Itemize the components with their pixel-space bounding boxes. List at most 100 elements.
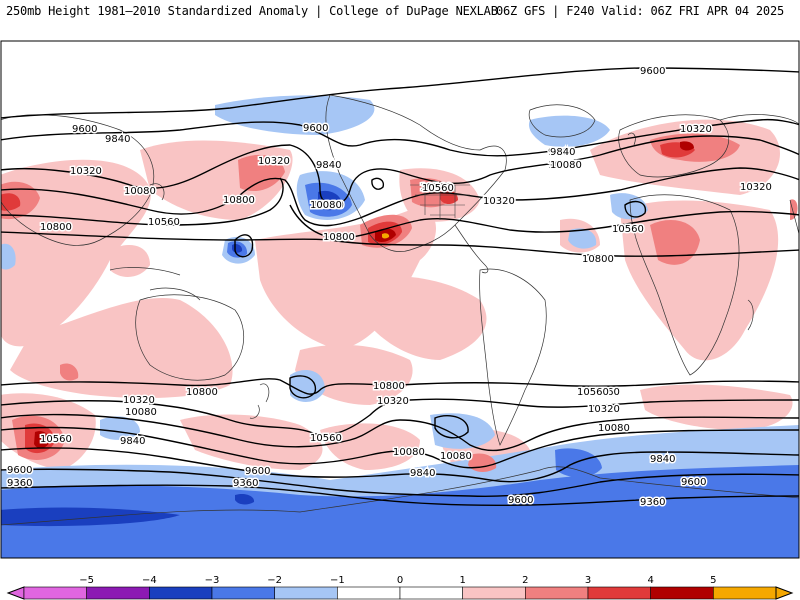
contour-label: 9840	[548, 147, 573, 158]
contour-label: 10080	[393, 447, 425, 458]
contour-9840-south	[1, 447, 799, 483]
contour-9600-north	[1, 67, 799, 119]
colorbar-segment	[713, 586, 777, 600]
negative-anomaly-2sd	[1, 182, 799, 558]
contour-9600-south	[1, 468, 799, 497]
colorbar-segment	[525, 586, 589, 600]
contour-label: 10800	[40, 222, 72, 233]
colorbar-segment	[337, 586, 401, 600]
contour-label: 10560	[148, 217, 180, 228]
contour-9360-south	[1, 484, 799, 507]
contour-label: 9600	[640, 66, 665, 77]
contour-label: 10320	[740, 182, 772, 193]
contour-label: 10320	[483, 196, 515, 207]
colorbar-tick-label: −1	[330, 575, 345, 586]
contour-label: 10080	[312, 200, 344, 211]
contour-label: 10800	[582, 254, 614, 265]
colorbar-segment	[149, 586, 213, 600]
contour-label: 10080	[550, 160, 582, 171]
contour-closed-low-south	[434, 414, 469, 439]
contour-label: 10080	[440, 451, 472, 462]
contour-label: 10320	[680, 124, 712, 135]
contour-9840-north	[1, 118, 799, 157]
contour-closed-low-pacific	[234, 234, 254, 258]
colorbar-segment	[650, 586, 714, 600]
contour-label: 10800	[223, 195, 255, 206]
colorbar-max-triangle	[775, 586, 794, 600]
coastlines	[1, 94, 799, 526]
colorbar-tick-label: 5	[710, 575, 716, 586]
contour-label: 10080	[598, 423, 630, 434]
contour-10560-south	[1, 398, 799, 436]
colorbar-tick-label: −4	[142, 575, 157, 586]
colorbar-tick-label: −2	[267, 575, 282, 586]
contour-label: 9600	[7, 465, 32, 476]
contour-10080-south	[1, 426, 799, 469]
colorbar: −5 −4 −3 −2 −1 0 1 2 3 4 5	[6, 575, 794, 600]
contour-label: 10560	[612, 224, 644, 235]
positive-anomaly-5sd	[382, 233, 390, 239]
contour-label: 10800	[373, 381, 405, 392]
contour-label: 9600	[681, 477, 706, 488]
contour-label: 9840	[316, 160, 341, 171]
contour-label: 9840	[120, 436, 145, 447]
contour-label: 9360	[233, 478, 258, 489]
contour-label: 10560	[422, 183, 454, 194]
contour-label: 9360	[7, 478, 32, 489]
contour-label: 10560	[40, 434, 72, 445]
height-contours	[1, 67, 799, 507]
contour-10320-south	[1, 413, 799, 452]
colorbar-segment	[274, 586, 338, 600]
chart-title: 250mb Height 1981–2010 Standardized Anom…	[6, 4, 498, 18]
contour-label: 10320	[258, 156, 290, 167]
contour-label: 9360	[640, 497, 665, 508]
contour-label: 10800	[186, 387, 218, 398]
colorbar-tick-label: 3	[585, 575, 591, 586]
contour-label: 10080	[125, 407, 157, 418]
contour-10800-south	[1, 378, 799, 395]
colorbar-segment	[399, 586, 463, 600]
contour-label: 10320	[377, 396, 409, 407]
colorbar-tick-label: −3	[205, 575, 220, 586]
map-frame	[0, 40, 800, 559]
contour-label: 10080	[548, 160, 580, 171]
positive-anomaly-4sd	[34, 141, 694, 449]
colorbar-segment	[23, 586, 87, 600]
contour-closed-small	[371, 177, 385, 190]
contour-closed-south-pacific	[289, 375, 317, 399]
contour-10320-north	[1, 167, 799, 227]
contour-10560-north	[1, 177, 799, 239]
colorbar-segment	[462, 586, 526, 600]
contour-10080-north	[1, 135, 799, 206]
contour-label: 10320	[70, 166, 102, 177]
contour-label: 9600	[508, 495, 533, 506]
contour-label: 9840	[650, 454, 675, 465]
colorbar-segment	[211, 586, 275, 600]
contour-label: 9600	[72, 124, 97, 135]
colorbar-tick-label: −5	[79, 575, 94, 586]
colorbar-segment	[86, 586, 150, 600]
colorbar-segment	[587, 586, 651, 600]
contour-label: 10560	[577, 387, 609, 398]
state-borders	[410, 184, 470, 220]
contour-label: 10320	[483, 195, 515, 206]
contour-label: 9840	[550, 147, 575, 158]
contour-closed-atlantic	[624, 200, 647, 218]
contour-label: 10080	[124, 186, 156, 197]
contour-10800-north	[1, 231, 799, 257]
contour-label: 10320	[123, 395, 155, 406]
colorbar-tick-label: 1	[459, 575, 465, 586]
contour-label: 10800	[323, 232, 355, 243]
colorbar-tick-label: 4	[647, 575, 653, 586]
contour-label: 10560	[420, 182, 452, 193]
contour-label: 9840	[105, 134, 130, 145]
contour-labels: 9600 9600 9600 9600 9840 9840 9840 10080…	[6, 65, 774, 510]
contour-label: 9600	[245, 466, 270, 477]
contour-label: 10080	[310, 200, 342, 211]
contour-label: 9840	[410, 468, 435, 479]
contour-label: 10560	[310, 433, 342, 444]
contour-label: 10560	[588, 387, 620, 398]
colorbar-tick-label: 2	[522, 575, 528, 586]
colorbar-min-triangle	[6, 586, 25, 600]
